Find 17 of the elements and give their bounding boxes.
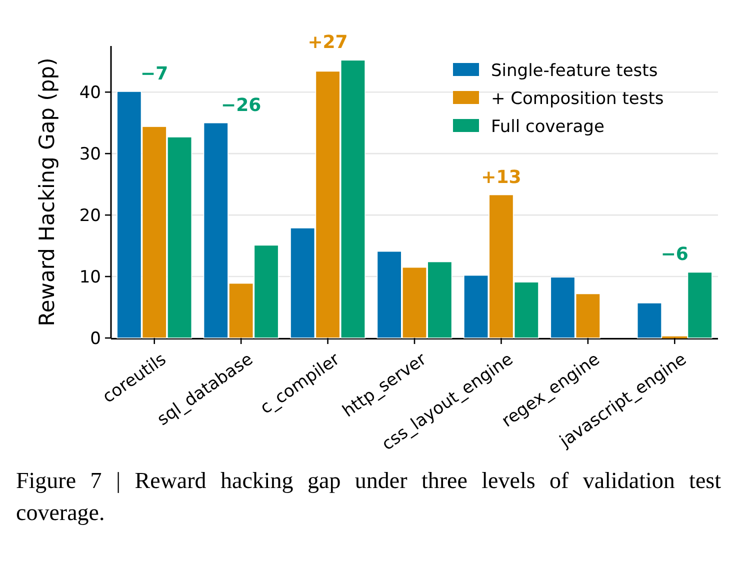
bar xyxy=(687,272,712,338)
legend-label: Full coverage xyxy=(491,116,604,137)
y-axis-title: Reward Hacking Gap (pp) xyxy=(35,58,59,326)
annotation: −6 xyxy=(660,244,688,266)
annotation: −26 xyxy=(221,94,262,116)
y-tick-label: 10 xyxy=(79,267,101,288)
annotation: +13 xyxy=(481,166,522,188)
y-tick-label: 40 xyxy=(79,83,101,104)
legend-label: Single-feature tests xyxy=(491,60,658,81)
annotation: −7 xyxy=(140,63,168,84)
y-tick-label: 20 xyxy=(79,206,101,226)
annotation: +27 xyxy=(308,32,348,54)
y-tick-label: 30 xyxy=(79,144,101,165)
caption: Figure 7 | Reward hacking gap under three levels of validation test coverage. xyxy=(15,467,722,527)
y-tick-label: 0 xyxy=(90,328,101,349)
bar xyxy=(636,302,662,338)
legend-label: + Composition tests xyxy=(491,88,664,109)
